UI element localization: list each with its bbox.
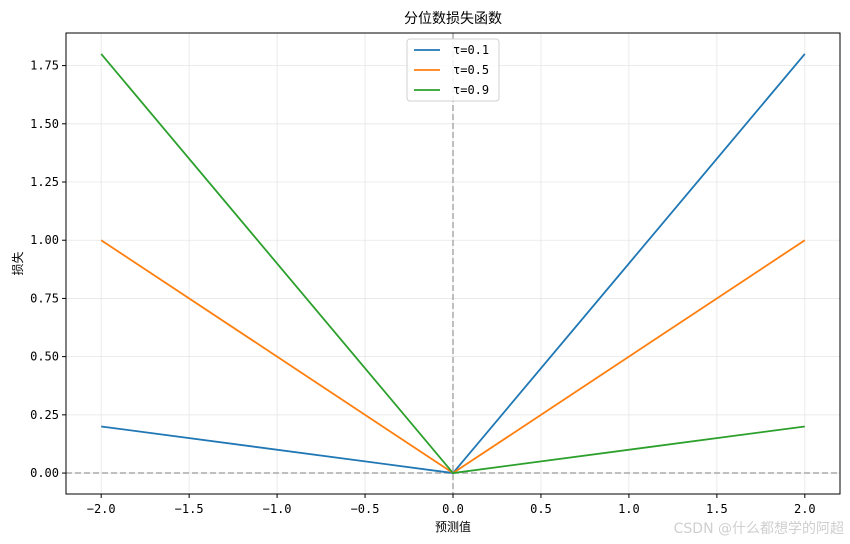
y-tick-label: 1.75 [30, 59, 59, 73]
y-axis-label: 损失 [10, 251, 25, 275]
watermark: CSDN @什么都想学的阿超 [673, 521, 844, 537]
chart-title: 分位数损失函数 [404, 11, 502, 27]
x-tick-label: −1.5 [175, 502, 204, 516]
x-axis-ticks: −2.0 −1.5 −1.0 −0.5 0.0 0.5 1.0 1.5 2.0 [87, 494, 816, 516]
y-tick-label: 1.00 [30, 233, 59, 247]
y-axis-ticks: 0.00 0.25 0.50 0.75 1.00 1.25 1.50 1.75 [30, 59, 66, 480]
x-tick-label: −0.5 [351, 502, 380, 516]
y-tick-label: 1.50 [30, 117, 59, 131]
legend: τ=0.1 τ=0.5 τ=0.9 [406, 38, 500, 102]
series-layer [100, 53, 806, 474]
x-tick-label: 2.0 [794, 502, 816, 516]
legend-label: τ=0.9 [453, 83, 489, 97]
legend-label: τ=0.1 [453, 43, 489, 57]
x-axis-label: 预测值 [435, 519, 471, 534]
legend-box [406, 38, 500, 102]
series-line [100, 53, 805, 474]
legend-label: τ=0.5 [453, 63, 489, 77]
x-tick-label: −1.0 [263, 502, 292, 516]
y-tick-label: 0.75 [30, 291, 59, 305]
y-tick-label: 0.25 [30, 408, 59, 422]
y-tick-label: 0.00 [30, 466, 59, 480]
x-tick-label: 0.5 [530, 502, 552, 516]
x-tick-label: 1.0 [618, 502, 640, 516]
x-tick-label: 1.5 [706, 502, 728, 516]
x-tick-label: 0.0 [442, 502, 464, 516]
y-tick-label: 0.50 [30, 350, 59, 364]
x-tick-label: −2.0 [87, 502, 116, 516]
y-tick-label: 1.25 [30, 175, 59, 189]
